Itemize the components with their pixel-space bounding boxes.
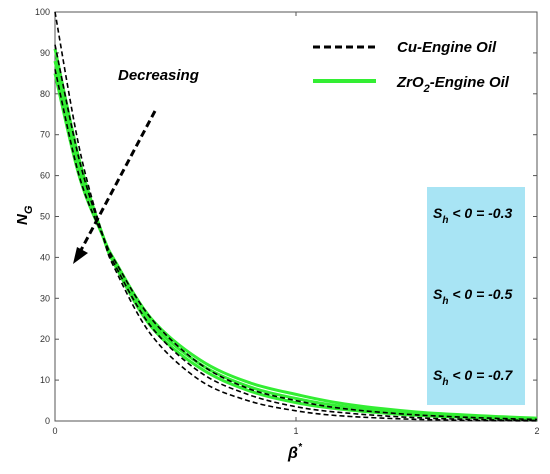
info-box-item: Sh < 0 = -0.3 xyxy=(433,205,512,226)
y-tick-label: 100 xyxy=(35,7,50,17)
y-tick-label: 90 xyxy=(40,48,50,58)
y-tick-label: 80 xyxy=(40,89,50,99)
x-tick-label: 0 xyxy=(52,426,57,436)
y-tick-label: 30 xyxy=(40,293,50,303)
decreasing-arrow xyxy=(73,110,157,264)
y-tick-label: 40 xyxy=(40,252,50,262)
y-axis-label: NG xyxy=(14,205,35,225)
y-axis-ticks: 0 10 20 30 40 50 60 70 80 90 100 xyxy=(35,7,537,426)
info-box-item: Sh < 0 = -0.7 xyxy=(433,367,513,388)
x-axis-ticks: 0 1 2 xyxy=(52,12,540,436)
legend: Cu-Engine Oil ZrO2-Engine Oil xyxy=(313,39,510,95)
legend-label-zro2: ZrO2-Engine Oil xyxy=(396,74,510,95)
x-tick-label: 2 xyxy=(534,426,539,436)
y-tick-label: 20 xyxy=(40,334,50,344)
annotation-decreasing: Decreasing xyxy=(118,67,199,84)
y-tick-label: 60 xyxy=(40,171,50,181)
series-group xyxy=(53,11,538,422)
cu-engine-oil-curve-1 xyxy=(54,44,538,422)
x-tick-label: 1 xyxy=(293,426,298,436)
legend-label-cu: Cu-Engine Oil xyxy=(397,39,497,56)
y-tick-label: 50 xyxy=(40,212,50,222)
info-box-item: Sh < 0 = -0.5 xyxy=(433,286,512,307)
y-tick-label: 0 xyxy=(45,416,50,426)
info-box xyxy=(427,187,525,405)
cu-engine-oil-curve-2 xyxy=(54,69,538,421)
y-tick-label: 70 xyxy=(40,130,50,140)
x-axis-label: β* xyxy=(287,442,303,462)
info-box-items: Sh < 0 = -0.3 Sh < 0 = -0.5 Sh < 0 = -0.7 xyxy=(433,205,513,388)
y-tick-label: 10 xyxy=(40,375,50,385)
